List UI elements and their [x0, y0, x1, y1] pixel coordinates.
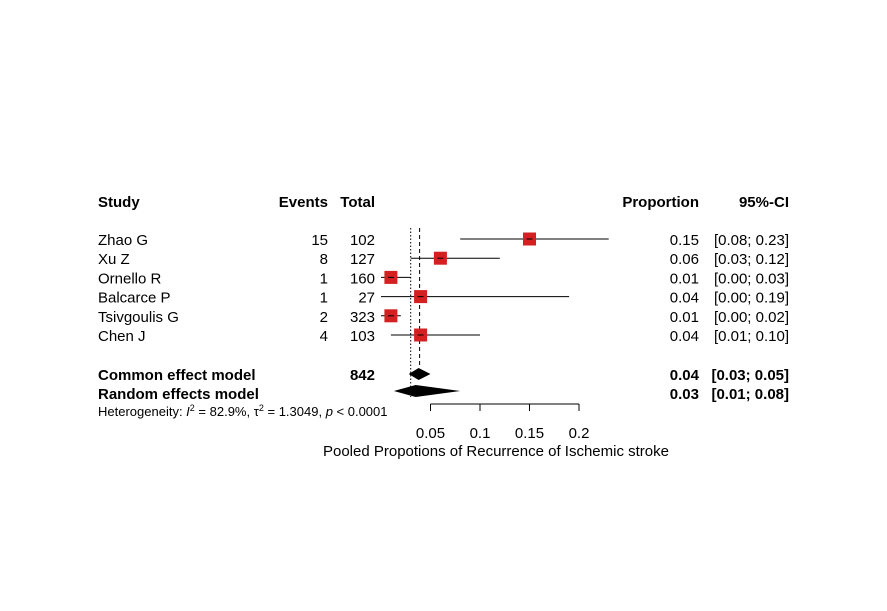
common-model-label: Common effect model: [98, 367, 256, 384]
study-total: 27: [358, 290, 375, 307]
header-ci: 95%-CI: [739, 194, 789, 211]
study-total: 103: [350, 328, 375, 345]
header-events: Events: [279, 194, 328, 211]
x-axis-label: Pooled Propotions of Recurrence of Ische…: [323, 443, 669, 460]
study-events: 15: [311, 232, 328, 249]
study-proportion: 0.15: [670, 232, 699, 249]
study-events: 4: [320, 328, 328, 345]
study-total: 160: [350, 270, 375, 287]
study-ci: [0.01; 0.10]: [714, 328, 789, 345]
study-proportion: 0.04: [670, 290, 699, 307]
header-proportion: Proportion: [622, 194, 699, 211]
study-name: Chen J: [98, 328, 146, 345]
x-tick-label: 0.2: [569, 425, 590, 442]
x-tick-label: 0.15: [515, 425, 544, 442]
study-total: 102: [350, 232, 375, 249]
header-study: Study: [98, 194, 140, 211]
random-effects-diamond: [393, 385, 461, 397]
study-total: 323: [350, 309, 375, 326]
random-model-ci: [0.01; 0.08]: [711, 386, 789, 403]
random-model-label: Random effects model: [98, 386, 259, 403]
common-model-proportion: 0.04: [670, 367, 700, 384]
study-name: Tsivgoulis G: [98, 309, 179, 326]
study-ci: [0.00; 0.02]: [714, 309, 789, 326]
x-tick-label: 0.1: [470, 425, 491, 442]
study-name: Balcarce P: [98, 290, 171, 307]
study-name: Ornello R: [98, 270, 162, 287]
study-ci: [0.08; 0.23]: [714, 232, 789, 249]
common-model-total: 842: [350, 367, 375, 384]
study-total: 127: [350, 251, 375, 268]
study-proportion: 0.04: [670, 328, 699, 345]
x-tick-label: 0.05: [416, 425, 445, 442]
x-axis-ticks: 0.05 0.1 0.15 0.2: [416, 404, 590, 442]
study-name: Zhao G: [98, 232, 148, 249]
study-proportion: 0.01: [670, 270, 699, 287]
common-effect-diamond: [408, 368, 431, 380]
study-events: 8: [320, 251, 328, 268]
study-name: Xu Z: [98, 251, 130, 268]
study-ci: [0.00; 0.19]: [714, 290, 789, 307]
study-rows: Zhao G 15 102 0.15 [0.08; 0.23]Xu Z 8 127 0.06[…: [98, 232, 789, 345]
study-proportion: 0.06: [670, 251, 699, 268]
common-model-ci: [0.03; 0.05]: [711, 367, 789, 384]
study-ci: [0.03; 0.12]: [714, 251, 789, 268]
study-events: 1: [320, 290, 328, 307]
random-model-proportion: 0.03: [670, 386, 699, 403]
study-ci: [0.00; 0.03]: [714, 270, 789, 287]
study-events: 2: [320, 309, 328, 326]
heterogeneity-text: Heterogeneity: I2 = 82.9%, τ2 = 1.3049, …: [98, 403, 388, 419]
study-proportion: 0.01: [670, 309, 699, 326]
header-total: Total: [340, 194, 375, 211]
study-events: 1: [320, 270, 328, 287]
